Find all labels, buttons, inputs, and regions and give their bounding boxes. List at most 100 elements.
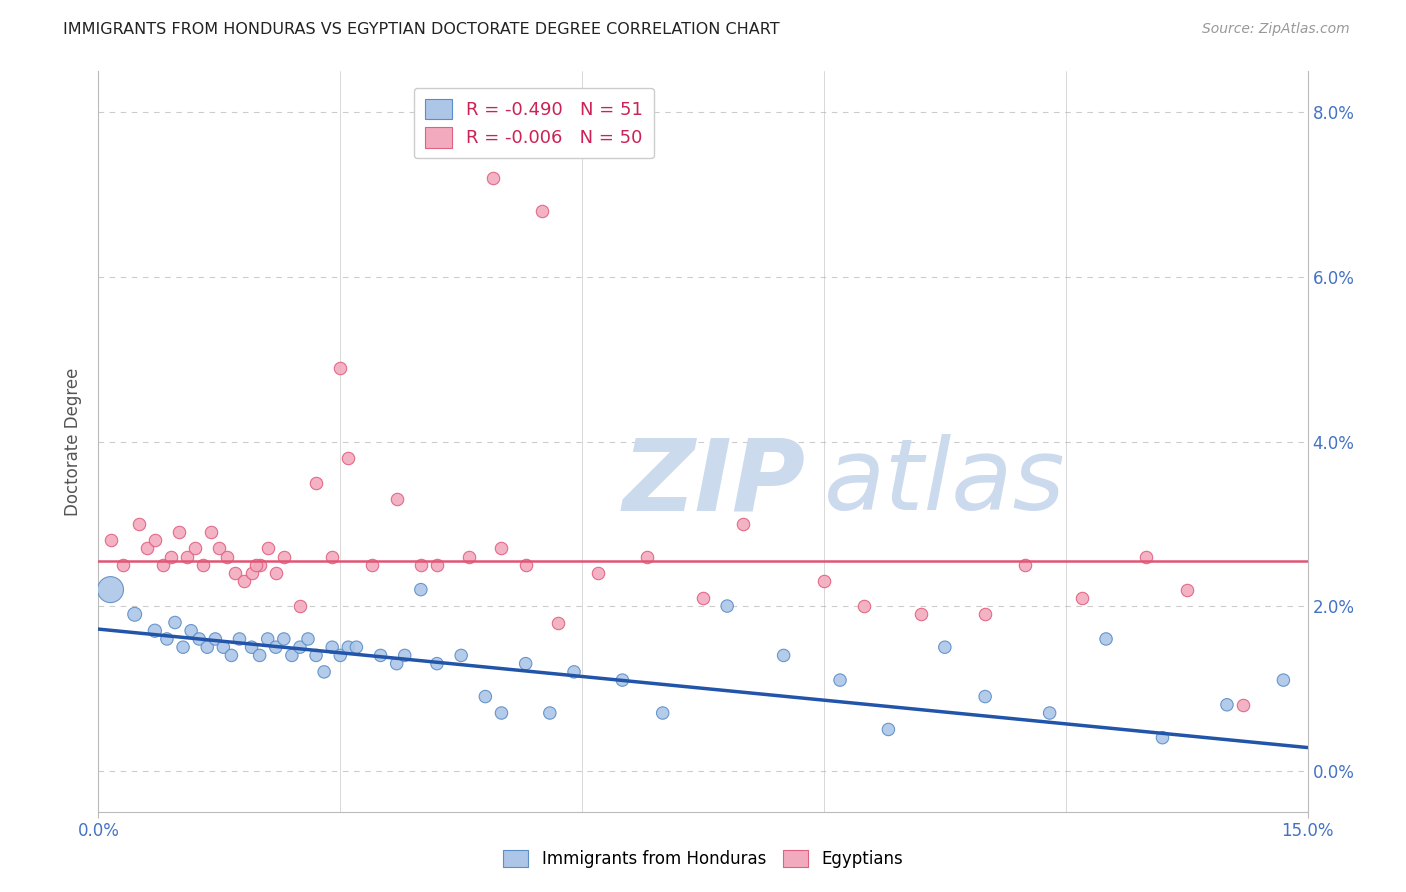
Point <box>249 648 271 663</box>
Point <box>152 558 174 572</box>
Point <box>156 632 179 646</box>
Point <box>208 541 231 556</box>
Point <box>163 615 186 630</box>
Point <box>361 558 384 572</box>
Point <box>515 657 537 671</box>
Point <box>426 558 449 572</box>
Point <box>264 640 287 655</box>
Point <box>530 204 553 219</box>
Point <box>474 690 496 704</box>
Point <box>297 632 319 646</box>
Point <box>305 648 328 663</box>
Point <box>212 640 235 655</box>
Point <box>1135 549 1157 564</box>
Point <box>385 492 408 507</box>
Point <box>176 549 198 564</box>
Point <box>394 648 416 663</box>
Point <box>240 566 263 581</box>
Point <box>321 549 343 564</box>
Point <box>1039 706 1062 720</box>
Point <box>636 549 658 564</box>
Point <box>426 657 449 671</box>
Point <box>240 640 263 655</box>
Point <box>111 558 134 572</box>
Point <box>232 574 254 589</box>
Point <box>160 549 183 564</box>
Point <box>828 673 851 687</box>
Point <box>228 632 250 646</box>
Point <box>256 632 278 646</box>
Point <box>344 640 367 655</box>
Point <box>221 648 243 663</box>
Point <box>100 582 122 597</box>
Point <box>188 632 211 646</box>
Point <box>1152 731 1174 745</box>
Point <box>1095 632 1118 646</box>
Point <box>288 599 311 613</box>
Point <box>1070 591 1092 605</box>
Point <box>217 549 239 564</box>
Point <box>100 533 122 548</box>
Point <box>1216 698 1239 712</box>
Point <box>273 632 295 646</box>
Point <box>337 450 360 465</box>
Point <box>124 607 146 622</box>
Point <box>491 706 513 720</box>
Point <box>612 673 634 687</box>
Point <box>409 558 432 572</box>
Text: IMMIGRANTS FROM HONDURAS VS EGYPTIAN DOCTORATE DEGREE CORRELATION CHART: IMMIGRANTS FROM HONDURAS VS EGYPTIAN DOC… <box>63 22 780 37</box>
Point <box>772 648 794 663</box>
Point <box>273 549 295 564</box>
Point <box>204 632 226 646</box>
Point <box>515 558 537 572</box>
Point <box>974 690 997 704</box>
Point <box>245 558 267 572</box>
Point <box>910 607 932 622</box>
Point <box>314 665 336 679</box>
Point <box>1175 582 1198 597</box>
Point <box>370 648 392 663</box>
Point <box>538 706 561 720</box>
Point <box>135 541 157 556</box>
Point <box>733 516 755 531</box>
Point <box>651 706 673 720</box>
Point <box>193 558 215 572</box>
Point <box>385 657 408 671</box>
Point <box>813 574 835 589</box>
Point <box>877 723 900 737</box>
Point <box>143 533 166 548</box>
Point <box>329 360 352 375</box>
Point <box>853 599 876 613</box>
Point <box>562 665 585 679</box>
Legend: Immigrants from Honduras, Egyptians: Immigrants from Honduras, Egyptians <box>496 843 910 875</box>
Point <box>180 624 202 638</box>
Point <box>1232 698 1254 712</box>
Point <box>1014 558 1036 572</box>
Point <box>143 624 166 638</box>
Legend: R = -0.490   N = 51, R = -0.006   N = 50: R = -0.490 N = 51, R = -0.006 N = 50 <box>413 87 654 159</box>
Text: ZIP: ZIP <box>623 434 806 531</box>
Point <box>482 171 505 186</box>
Point <box>329 648 352 663</box>
Point <box>281 648 304 663</box>
Text: Source: ZipAtlas.com: Source: ZipAtlas.com <box>1202 22 1350 37</box>
Point <box>195 640 218 655</box>
Point <box>172 640 194 655</box>
Text: atlas: atlas <box>824 434 1066 531</box>
Point <box>321 640 343 655</box>
Point <box>288 640 311 655</box>
Point <box>458 549 481 564</box>
Point <box>200 524 222 539</box>
Point <box>547 615 569 630</box>
Point <box>450 648 472 663</box>
Point <box>491 541 513 556</box>
Point <box>716 599 738 613</box>
Point <box>224 566 246 581</box>
Point <box>692 591 714 605</box>
Point <box>337 640 360 655</box>
Point <box>934 640 956 655</box>
Point <box>128 516 150 531</box>
Point <box>409 582 432 597</box>
Point <box>264 566 287 581</box>
Point <box>256 541 278 556</box>
